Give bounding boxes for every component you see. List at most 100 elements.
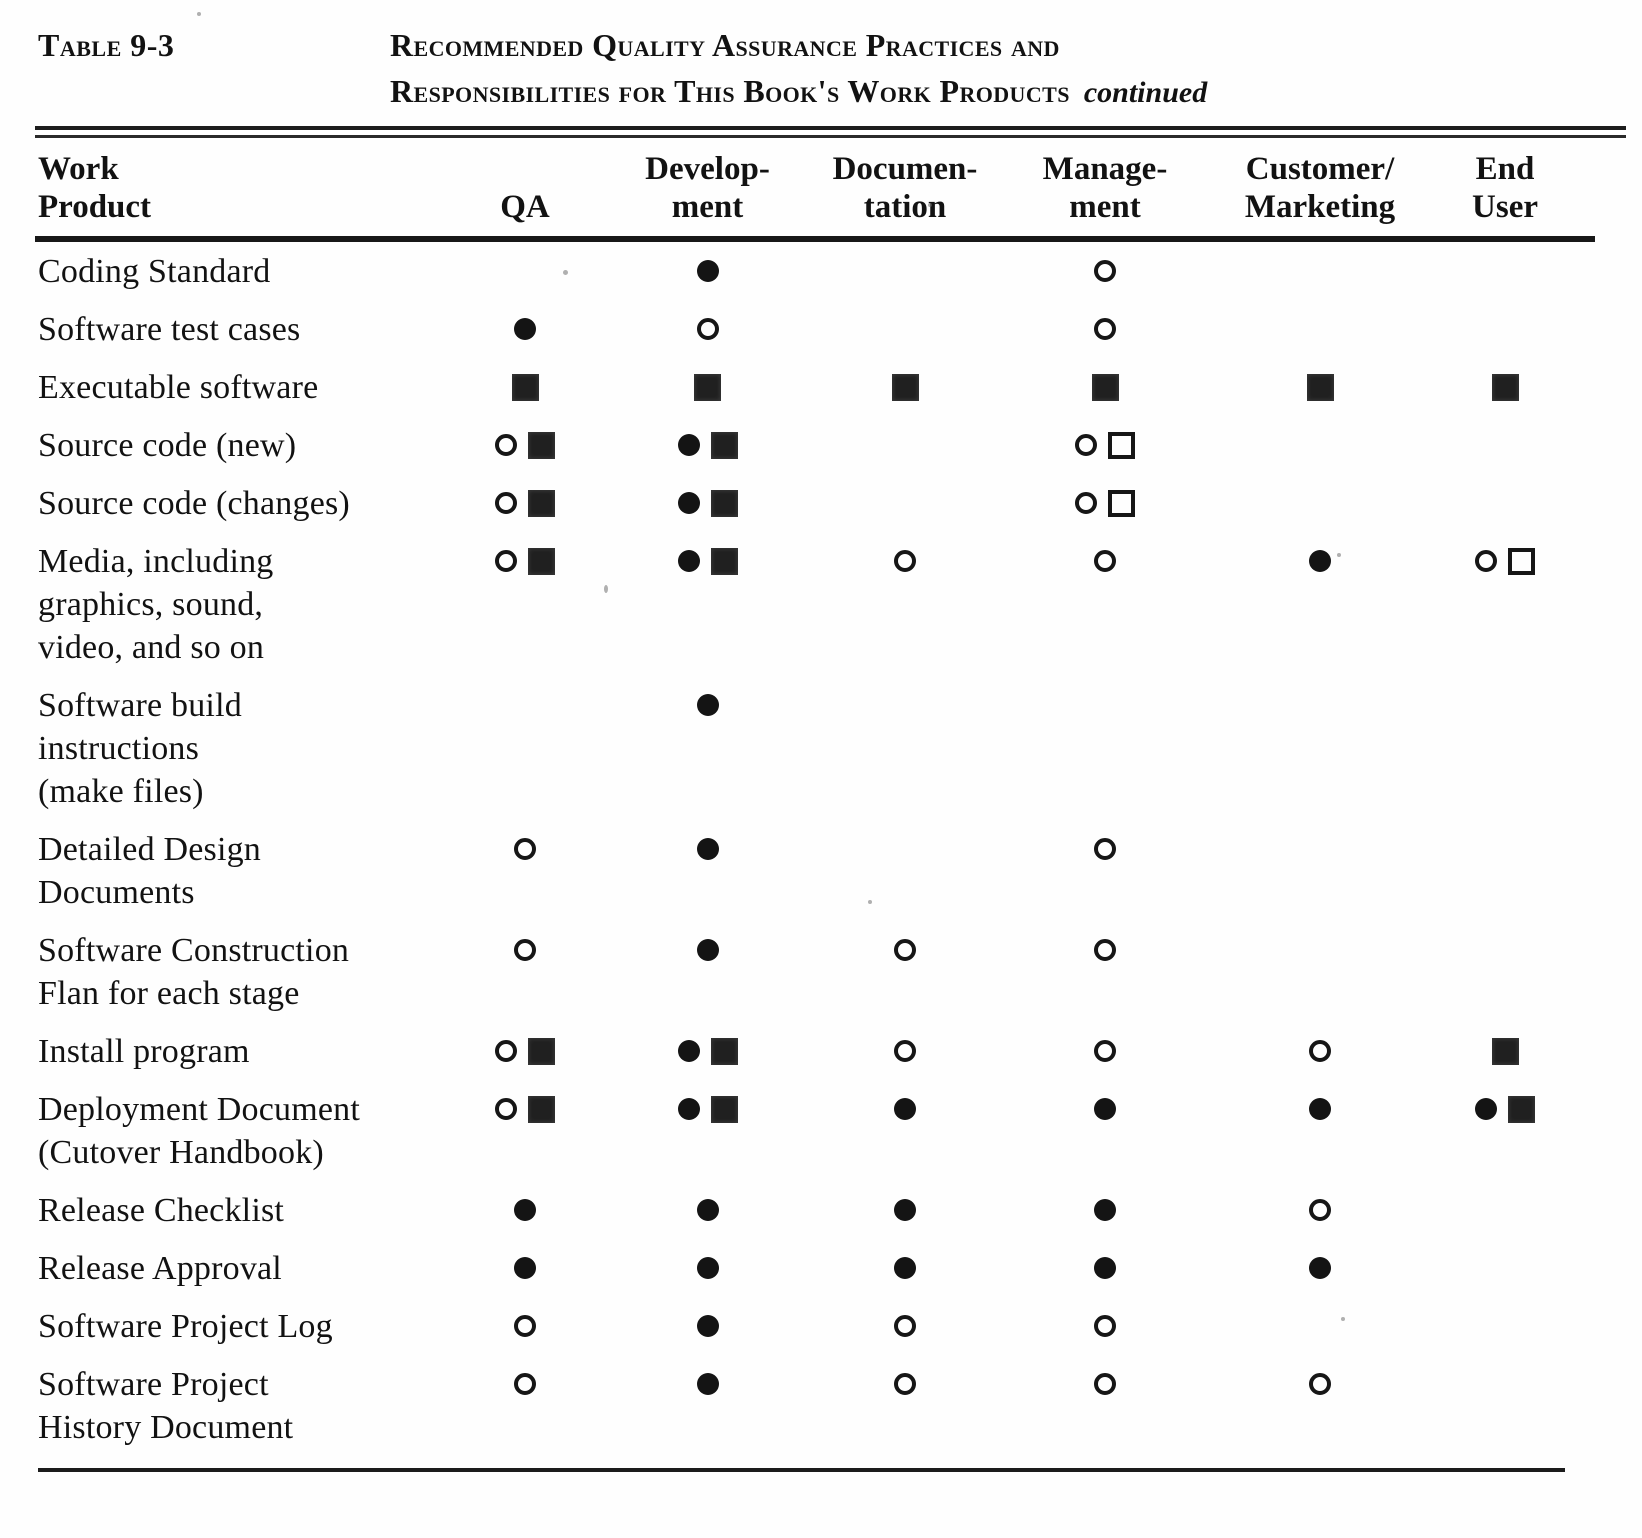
bottom-rule bbox=[38, 1468, 1565, 1472]
responsibility-cell bbox=[590, 474, 825, 532]
open-circle-symbol bbox=[495, 1098, 517, 1120]
filled-circle-symbol bbox=[696, 1199, 719, 1221]
filled-square-symbol bbox=[710, 1038, 738, 1065]
column-header-line: User bbox=[1472, 189, 1538, 225]
open-circle-symbol bbox=[1094, 318, 1116, 340]
top-double-rule bbox=[35, 126, 1626, 138]
filled-square-symbol bbox=[694, 374, 721, 401]
filled-circle-symbol bbox=[894, 1098, 916, 1120]
responsibility-cell bbox=[1225, 921, 1415, 1022]
responsibility-cell bbox=[1415, 1239, 1595, 1297]
responsibility-cell bbox=[460, 1355, 590, 1456]
table-row: Install program bbox=[35, 1022, 1595, 1080]
responsibility-cell bbox=[460, 1022, 590, 1080]
filled-circle-symbol bbox=[696, 939, 719, 961]
responsibility-cell bbox=[1225, 532, 1415, 676]
responsibility-cell bbox=[1225, 820, 1415, 921]
filled-square-symbol bbox=[1091, 374, 1119, 401]
responsibility-cell bbox=[1225, 1080, 1415, 1181]
table-header: Work Product QA Develop-ment Documen-tation M… bbox=[35, 138, 1595, 239]
responsibility-cell bbox=[460, 1239, 590, 1297]
responsibility-cell bbox=[1415, 300, 1595, 358]
filled-square-symbol bbox=[1306, 374, 1334, 401]
filled-circle-symbol bbox=[677, 550, 700, 572]
open-circle-symbol bbox=[514, 1315, 536, 1337]
filled-circle-symbol bbox=[677, 434, 700, 456]
open-circle-symbol bbox=[495, 434, 517, 456]
responsibility-cell bbox=[460, 921, 590, 1022]
table-number-label: Table 9-3 bbox=[38, 27, 175, 63]
responsibility-cell bbox=[460, 676, 590, 820]
open-circle-symbol bbox=[696, 318, 719, 340]
responsibility-cell bbox=[825, 1355, 985, 1456]
responsibility-cell bbox=[590, 239, 825, 300]
responsibility-cell bbox=[1415, 1022, 1595, 1080]
column-header-line: Marketing bbox=[1244, 189, 1396, 225]
column-header-line: Documen- bbox=[832, 151, 978, 187]
table-row: Release Approval bbox=[35, 1239, 1595, 1297]
open-circle-symbol bbox=[1094, 550, 1116, 572]
responsibility-cell bbox=[590, 1297, 825, 1355]
responsibility-cell bbox=[825, 1022, 985, 1080]
table-title: Recommended Quality Assurance Practices … bbox=[390, 22, 1207, 116]
responsibility-cell bbox=[460, 300, 590, 358]
filled-circle-symbol bbox=[1094, 1199, 1116, 1221]
filled-square-symbol bbox=[528, 432, 555, 459]
responsibility-cell bbox=[590, 300, 825, 358]
column-header-line: ment bbox=[1069, 189, 1141, 225]
responsibility-cell bbox=[1225, 300, 1415, 358]
responsibility-cell bbox=[825, 1297, 985, 1355]
responsibility-cell bbox=[1415, 921, 1595, 1022]
scan-speck bbox=[1337, 553, 1341, 557]
work-product-label: Detailed Design Documents bbox=[38, 831, 261, 911]
work-product-label: Software Project Log bbox=[38, 1308, 333, 1345]
responsibility-cell bbox=[460, 820, 590, 921]
open-circle-symbol bbox=[894, 1315, 916, 1337]
open-circle-symbol bbox=[514, 1373, 536, 1395]
open-circle-symbol bbox=[1094, 1373, 1116, 1395]
filled-circle-symbol bbox=[1094, 1257, 1116, 1279]
table-row: Source code (changes) bbox=[35, 474, 1595, 532]
responsibility-cell bbox=[825, 474, 985, 532]
column-header-line: Work bbox=[38, 151, 119, 187]
open-circle-symbol bbox=[1075, 434, 1097, 456]
filled-square-symbol bbox=[528, 1038, 555, 1065]
responsibility-cell bbox=[460, 474, 590, 532]
responsibility-cell bbox=[1415, 1355, 1595, 1456]
responsibility-cell bbox=[825, 1080, 985, 1181]
table-caption: Table 9-3 Recommended Quality Assurance … bbox=[0, 0, 1642, 116]
column-header-line: End bbox=[1475, 151, 1535, 187]
scan-speck bbox=[928, 203, 932, 207]
column-header-management: Manage-ment bbox=[985, 138, 1225, 239]
work-product-label: Media, including graphics, sound, video, a… bbox=[38, 543, 274, 666]
filled-circle-symbol bbox=[696, 1373, 719, 1395]
responsibility-cell bbox=[825, 416, 985, 474]
responsibility-cell bbox=[460, 416, 590, 474]
open-circle-symbol bbox=[495, 1040, 517, 1062]
responsibility-cell bbox=[985, 676, 1225, 820]
responsibility-cell bbox=[985, 1181, 1225, 1239]
filled-circle-symbol bbox=[1094, 1098, 1116, 1120]
filled-square-symbol bbox=[1491, 374, 1519, 401]
open-circle-symbol bbox=[1094, 939, 1116, 961]
work-product-label: Software build instructions (make files) bbox=[38, 687, 242, 810]
table-row: Software test cases bbox=[35, 300, 1595, 358]
work-product-label: Install program bbox=[38, 1033, 250, 1070]
responsibility-cell bbox=[460, 532, 590, 676]
open-circle-symbol bbox=[1094, 260, 1116, 282]
responsibility-cell bbox=[985, 239, 1225, 300]
responsibility-cell bbox=[590, 532, 825, 676]
column-header-line: tation bbox=[863, 189, 947, 225]
filled-square-symbol bbox=[891, 374, 919, 401]
open-circle-symbol bbox=[1309, 1373, 1331, 1395]
responsibility-cell bbox=[1225, 1297, 1415, 1355]
column-header-documentation: Documen-tation bbox=[825, 138, 985, 239]
scan-speck bbox=[604, 585, 608, 593]
filled-square-symbol bbox=[511, 374, 539, 401]
filled-square-symbol bbox=[528, 1096, 555, 1123]
responsibility-cell bbox=[1415, 358, 1595, 416]
open-circle-symbol bbox=[514, 838, 536, 860]
filled-circle-symbol bbox=[514, 1257, 536, 1279]
filled-circle-symbol bbox=[677, 492, 700, 514]
